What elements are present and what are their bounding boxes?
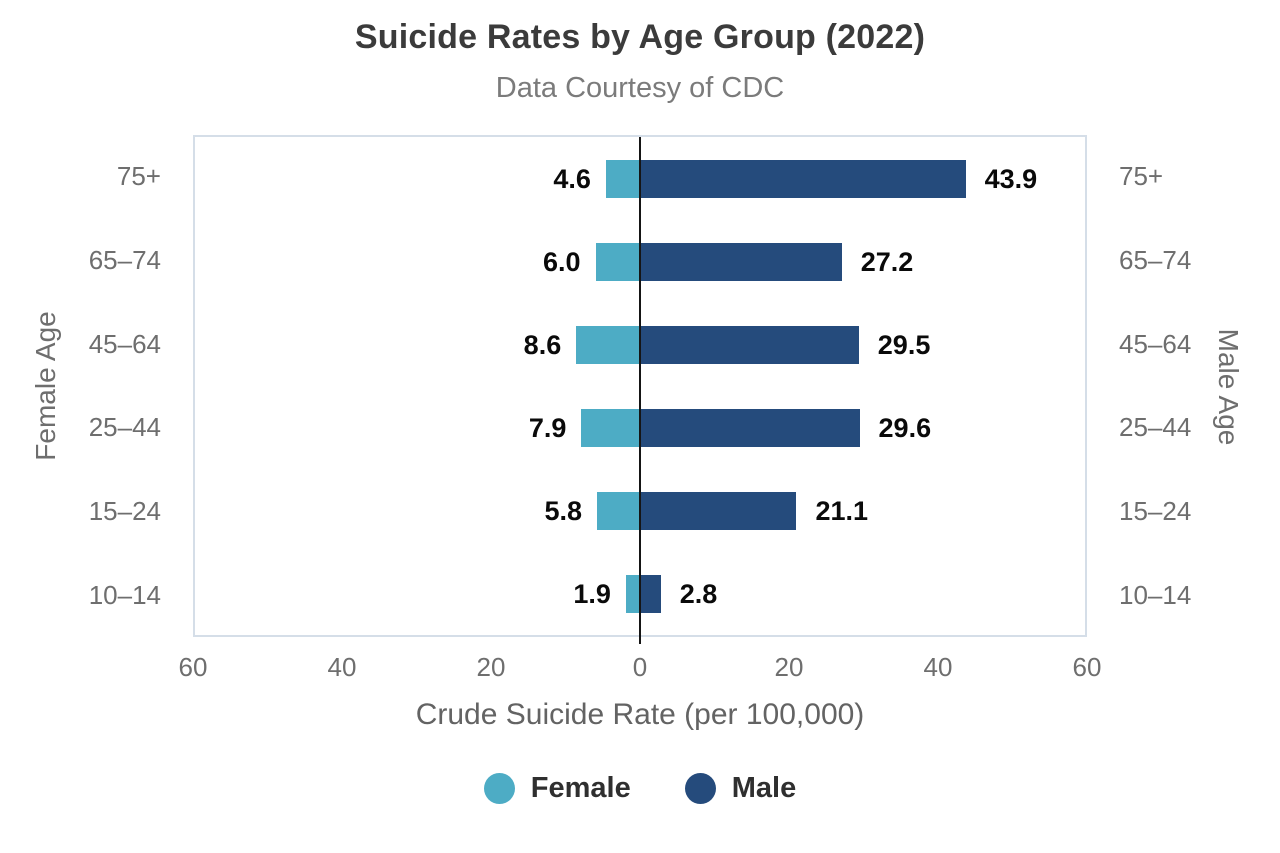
left-age-labels: 75+ 65–74 45–64 25–44 15–24 10–14 [40, 135, 161, 637]
male-value-label: 2.8 [679, 579, 718, 609]
male-bar [640, 409, 860, 447]
female-bar [576, 326, 640, 364]
legend-item-male: Male [684, 772, 797, 805]
female-bar [605, 160, 640, 198]
age-label-left: 45–64 [88, 328, 161, 359]
x-tick-label: 20 [774, 652, 804, 682]
male-value-label: 27.2 [860, 247, 914, 277]
female-bar [581, 409, 640, 447]
legend-label-male: Male [731, 772, 797, 804]
male-value-label: 43.9 [984, 164, 1038, 194]
legend-label-female: Female [530, 772, 631, 804]
female-bar [596, 492, 640, 530]
chart-title: Suicide Rates by Age Group (2022) [354, 18, 926, 56]
chart-subtitle: Data Courtesy of CDC [495, 72, 785, 104]
chart-legend: Female Male [0, 772, 1280, 805]
male-value-label: 21.1 [815, 496, 869, 526]
legend-item-female: Female [483, 772, 631, 805]
female-bar [595, 243, 640, 281]
male-value-label: 29.6 [878, 413, 932, 443]
female-bar [625, 575, 640, 613]
male-bar [640, 160, 966, 198]
legend-swatch-female [483, 773, 515, 804]
male-bar [640, 492, 797, 530]
female-value-label: 7.9 [528, 413, 567, 443]
x-tick-label: 40 [923, 652, 953, 682]
age-label-right: 15–24 [1119, 496, 1192, 527]
age-label-right: 65–74 [1119, 245, 1192, 275]
age-label-right: 75+ [1119, 161, 1164, 192]
female-value-label: 8.6 [523, 330, 562, 360]
female-value-label: 5.8 [544, 496, 582, 526]
female-value-label: 4.6 [553, 164, 591, 194]
plot-area: 4.6 43.9 6.0 27.2 8.6 29.5 7.9 29.6 5.8 21.1 1.9 2.… [193, 135, 1087, 644]
right-age-labels: 75+ 65–74 45–64 25–44 15–24 10–14 [1119, 135, 1249, 637]
male-bar [640, 326, 859, 364]
male-value-label: 29.5 [877, 330, 931, 360]
x-tick-label: 20 [476, 652, 506, 682]
age-label-left: 10–14 [88, 579, 161, 610]
x-tick-label: 40 [327, 652, 357, 682]
age-label-right: 25–44 [1119, 412, 1192, 443]
age-label-left: 65–74 [88, 245, 161, 275]
x-axis-title: Crude Suicide Rate (per 100,000) [415, 698, 865, 731]
age-label-left: 25–44 [88, 412, 161, 443]
x-tick-label: 60 [178, 652, 208, 682]
age-label-left: 75+ [116, 161, 161, 192]
x-axis-ticks: 60 40 20 0 20 40 60 [179, 652, 1102, 686]
zero-baseline [639, 137, 641, 644]
x-tick-label: 0 [632, 652, 648, 682]
female-value-label: 1.9 [573, 579, 611, 609]
x-tick-label: 60 [1072, 652, 1102, 682]
female-value-label: 6.0 [542, 247, 581, 277]
legend-swatch-male [684, 773, 716, 804]
age-label-right: 45–64 [1119, 328, 1192, 359]
age-label-right: 10–14 [1119, 579, 1192, 610]
age-label-left: 15–24 [88, 496, 161, 527]
male-bar [640, 575, 661, 613]
male-bar [640, 243, 842, 281]
